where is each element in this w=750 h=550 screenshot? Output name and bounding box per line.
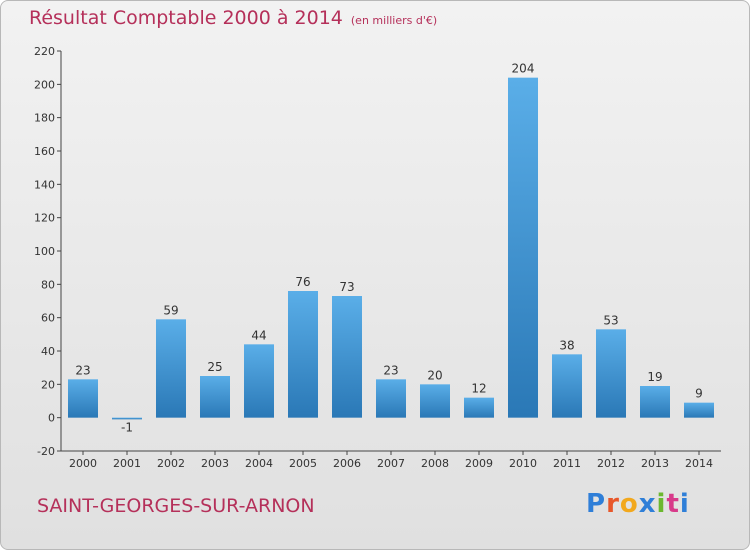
bar xyxy=(68,379,98,418)
bar xyxy=(244,344,274,418)
bar xyxy=(552,354,582,418)
bar xyxy=(684,402,714,418)
x-tick-label: 2005 xyxy=(289,457,317,470)
bar xyxy=(376,379,406,418)
logo-letter: i xyxy=(679,489,690,519)
x-tick-label: 2013 xyxy=(641,457,669,470)
y-tick-label: 60 xyxy=(41,312,55,325)
x-tick-label: 2003 xyxy=(201,457,229,470)
logo-letter: P xyxy=(586,489,607,519)
bar-value-label: 44 xyxy=(251,328,266,342)
bar xyxy=(200,376,230,418)
x-tick-label: 2014 xyxy=(685,457,713,470)
bar-value-label: -1 xyxy=(121,420,133,434)
x-tick-label: 2004 xyxy=(245,457,273,470)
bar xyxy=(332,296,362,418)
bar xyxy=(420,384,450,418)
bar xyxy=(508,77,538,418)
bar-value-label: 23 xyxy=(75,363,90,377)
x-tick-label: 2012 xyxy=(597,457,625,470)
bar xyxy=(640,386,670,418)
bar-value-label: 38 xyxy=(559,338,574,352)
logo-letter: t xyxy=(666,489,680,519)
bar-value-label: 9 xyxy=(695,387,703,401)
x-tick-label: 2008 xyxy=(421,457,449,470)
y-tick-label: 0 xyxy=(48,412,55,425)
proxiti-logo[interactable]: Proxiti xyxy=(586,489,690,519)
x-tick-label: 2001 xyxy=(113,457,141,470)
x-tick-label: 2009 xyxy=(465,457,493,470)
bar xyxy=(156,319,186,418)
chart-title: Résultat Comptable 2000 à 2014 (en millie… xyxy=(29,7,437,29)
bar-value-label: 19 xyxy=(647,370,662,384)
commune-name: SAINT-GEORGES-SUR-ARNON xyxy=(37,495,315,517)
x-tick-label: 2000 xyxy=(69,457,97,470)
bar-value-label: 23 xyxy=(383,363,398,377)
logo-letter: x xyxy=(638,489,657,519)
y-tick-label: 200 xyxy=(34,78,55,91)
bar-value-label: 73 xyxy=(339,280,354,294)
y-tick-label: 20 xyxy=(41,378,55,391)
bar-value-label: 12 xyxy=(471,382,486,396)
y-tick-label: 40 xyxy=(41,345,55,358)
chart-unit: (en milliers d'€) xyxy=(350,14,438,27)
logo-letter: r xyxy=(606,489,620,519)
bar xyxy=(464,397,494,418)
bar xyxy=(112,417,142,420)
bar-value-label: 59 xyxy=(163,303,178,317)
y-tick-label: 140 xyxy=(34,178,55,191)
logo-letter: i xyxy=(656,489,667,519)
y-tick-label: 80 xyxy=(41,278,55,291)
bar xyxy=(596,329,626,418)
bar-value-label: 25 xyxy=(207,360,222,374)
x-tick-label: 2010 xyxy=(509,457,537,470)
value-labels: 23 -1 59 25 44 76 73 23 20 12 204 38 53 19 9 xyxy=(75,62,702,435)
bars xyxy=(68,77,714,420)
y-tick-label: 120 xyxy=(34,212,55,225)
y-tick-label: 180 xyxy=(34,112,55,125)
x-tick-label: 2002 xyxy=(157,457,185,470)
bar-value-label: 204 xyxy=(512,62,535,76)
logo-letter: o xyxy=(619,489,639,519)
bar xyxy=(288,291,318,418)
x-tick-label: 2007 xyxy=(377,457,405,470)
bar-value-label: 76 xyxy=(295,275,310,289)
chart-title-text: Résultat Comptable 2000 à 2014 xyxy=(29,7,343,29)
y-tick-label: 220 xyxy=(34,45,55,58)
y-tick-label: 100 xyxy=(34,245,55,258)
y-tick-label: 160 xyxy=(34,145,55,158)
bar-value-label: 20 xyxy=(427,368,442,382)
x-tick-label: 2006 xyxy=(333,457,361,470)
bar-value-label: 53 xyxy=(603,313,618,327)
x-tick-label: 2011 xyxy=(553,457,581,470)
y-tick-label: -20 xyxy=(37,445,55,458)
